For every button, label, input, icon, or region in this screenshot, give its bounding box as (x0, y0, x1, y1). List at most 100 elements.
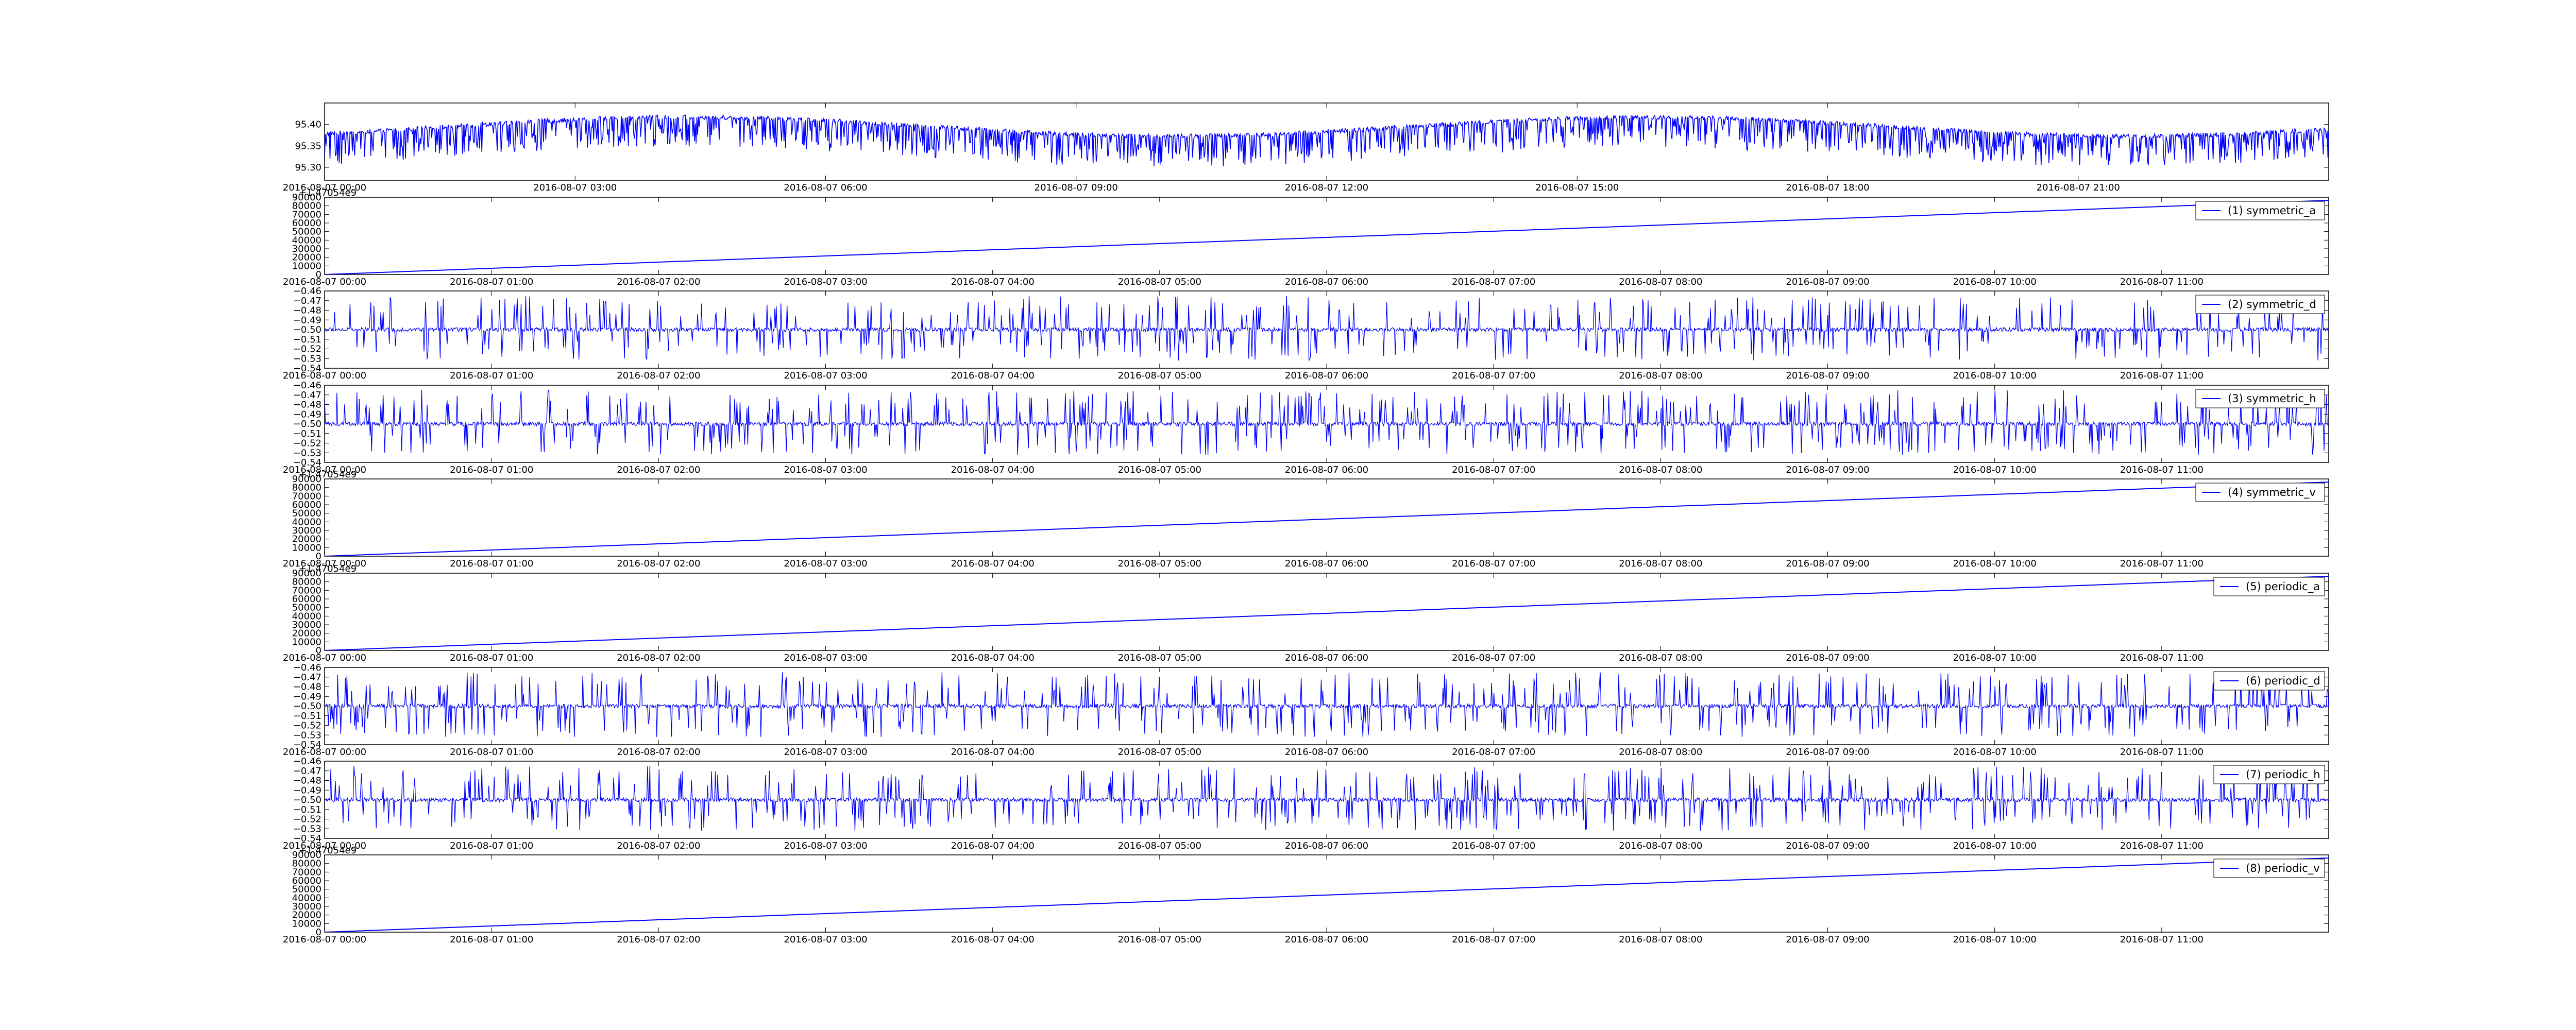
y-tick-label: 90000 (292, 568, 321, 579)
x-tick-label: 2016-08-07 03:00 (784, 653, 867, 663)
x-tick-label: 2016-08-07 07:00 (1452, 277, 1535, 287)
x-tick-label: 2016-08-07 05:00 (1118, 840, 1201, 851)
x-tick-label: 2016-08-07 04:00 (951, 747, 1035, 758)
x-tick-label: 2016-08-07 03:00 (533, 182, 617, 193)
y-tick-label: −0.49 (293, 691, 321, 702)
x-tick-label: 2016-08-07 06:00 (1285, 934, 1368, 945)
x-tick-label: 2016-08-07 08:00 (1619, 934, 1702, 945)
series-line (325, 200, 2329, 274)
x-tick-label: 2016-08-07 03:00 (784, 465, 867, 475)
y-tick-label: 40000 (292, 235, 321, 246)
series-line (325, 482, 2329, 556)
x-tick-label: 2016-08-07 12:00 (1285, 182, 1368, 193)
x-tick-label: 2016-08-07 11:00 (2120, 370, 2204, 381)
y-tick-label: 40000 (292, 892, 321, 903)
x-tick-label: 2016-08-07 08:00 (1619, 465, 1702, 475)
legend: (7) periodic_h (2213, 765, 2325, 784)
y-tick-label: −0.50 (293, 795, 321, 805)
x-tick-label: 2016-08-07 11:00 (2120, 653, 2204, 663)
series-line (325, 296, 2329, 360)
legend: (6) periodic_d (2213, 671, 2325, 691)
series-line (325, 114, 2329, 166)
x-tick-label: 2016-08-07 11:00 (2120, 465, 2204, 475)
y-tick-label: −0.48 (293, 776, 321, 786)
y-tick-label: 20000 (292, 534, 321, 545)
x-tick-label: 2016-08-07 04:00 (951, 465, 1035, 475)
x-tick-label: 2016-08-07 02:00 (617, 465, 700, 475)
legend-label: (7) periodic_h (2246, 768, 2320, 781)
subplot-8: −0.46−0.47−0.48−0.49−0.50−0.51−0.52−0.53… (283, 756, 2329, 851)
legend-label: (3) symmetric_h (2228, 392, 2316, 405)
legend: (2) symmetric_d (2195, 295, 2325, 314)
x-tick-label: 2016-08-07 09:00 (1786, 558, 1869, 569)
legend-label: (2) symmetric_d (2228, 298, 2316, 311)
x-tick-label: 2016-08-07 04:00 (951, 277, 1035, 287)
y-tick-label: −0.53 (293, 448, 321, 458)
x-tick-label: 2016-08-07 11:00 (2120, 747, 2204, 758)
x-tick-label: 2016-08-07 10:00 (1953, 370, 2037, 381)
legend: (1) symmetric_a (2195, 201, 2325, 220)
y-tick-label: −0.52 (293, 344, 321, 355)
x-tick-label: 2016-08-07 11:00 (2120, 277, 2204, 287)
x-tick-label: 2016-08-07 02:00 (617, 370, 700, 381)
x-tick-label: 2016-08-07 06:00 (1285, 277, 1368, 287)
y-tick-label: −0.47 (293, 766, 321, 777)
y-tick-label: −0.52 (293, 720, 321, 731)
x-tick-label: 2016-08-07 00:00 (283, 277, 366, 287)
x-tick-label: 2016-08-07 02:00 (617, 934, 700, 945)
y-tick-label: 20000 (292, 252, 321, 263)
x-tick-label: 2016-08-07 03:00 (784, 558, 867, 569)
x-tick-label: 2016-08-07 09:00 (1786, 277, 1869, 287)
y-tick-label: −0.54 (293, 457, 321, 468)
y-tick-label: 10000 (292, 637, 321, 647)
y-tick-label: 20000 (292, 910, 321, 921)
y-tick-label: −0.48 (293, 682, 321, 693)
x-tick-label: 2016-08-07 05:00 (1118, 465, 1201, 475)
series-line (325, 672, 2329, 737)
x-tick-label: 2016-08-07 06:00 (1285, 558, 1368, 569)
axes-frame (324, 102, 2329, 181)
x-tick-label: 2016-08-07 09:00 (1786, 465, 1869, 475)
y-tick-label: 30000 (292, 525, 321, 536)
x-tick-label: 2016-08-07 07:00 (1452, 840, 1535, 851)
x-tick-label: 2016-08-07 05:00 (1118, 558, 1201, 569)
x-tick-label: 2016-08-07 01:00 (450, 840, 533, 851)
x-tick-label: 2016-08-07 07:00 (1452, 934, 1535, 945)
x-tick-label: 2016-08-07 08:00 (1619, 277, 1702, 287)
x-tick-label: 2016-08-07 09:00 (1786, 370, 1869, 381)
y-tick-label: 0 (316, 927, 321, 938)
x-tick-label: 2016-08-07 10:00 (1953, 934, 2037, 945)
y-tick-label: −0.51 (293, 804, 321, 815)
y-tick-label: 90000 (292, 850, 321, 861)
y-tick-label: −0.50 (293, 419, 321, 430)
subplot-3: −0.46−0.47−0.48−0.49−0.50−0.51−0.52−0.53… (283, 286, 2329, 381)
x-tick-label: 2016-08-07 09:00 (1786, 653, 1869, 663)
y-tick-label: 20000 (292, 628, 321, 639)
x-tick-label: 2016-08-07 11:00 (2120, 558, 2204, 569)
y-tick-label: 95.35 (295, 141, 321, 151)
x-tick-label: 2016-08-07 18:00 (1786, 182, 1869, 193)
x-tick-label: 2016-08-07 01:00 (450, 370, 533, 381)
legend-label: (6) periodic_d (2246, 675, 2320, 688)
y-tick-label: −0.50 (293, 701, 321, 712)
x-tick-label: 2016-08-07 00:00 (283, 653, 366, 663)
x-tick-label: 2016-08-07 10:00 (1953, 277, 2037, 287)
series-line (325, 576, 2329, 650)
y-tick-label: 70000 (292, 867, 321, 878)
x-tick-label: 2016-08-07 10:00 (1953, 747, 2037, 758)
y-tick-label: −0.51 (293, 711, 321, 722)
x-tick-label: 2016-08-07 07:00 (1452, 465, 1535, 475)
y-tick-label: 70000 (292, 209, 321, 220)
x-tick-label: 2016-08-07 02:00 (617, 653, 700, 663)
x-tick-label: 2016-08-07 10:00 (1953, 465, 2037, 475)
y-tick-label: −0.53 (293, 730, 321, 741)
y-tick-label: −0.49 (293, 785, 321, 796)
y-tick-label: −0.52 (293, 438, 321, 449)
y-tick-label: 30000 (292, 244, 321, 254)
x-tick-label: 2016-08-07 07:00 (1452, 747, 1535, 758)
x-tick-label: 2016-08-07 21:00 (2037, 182, 2120, 193)
subplot-6: 9000080000700006000050000400003000020000… (283, 563, 2329, 663)
x-tick-label: 2016-08-07 10:00 (1953, 840, 2037, 851)
x-tick-label: 2016-08-07 15:00 (1535, 182, 1619, 193)
